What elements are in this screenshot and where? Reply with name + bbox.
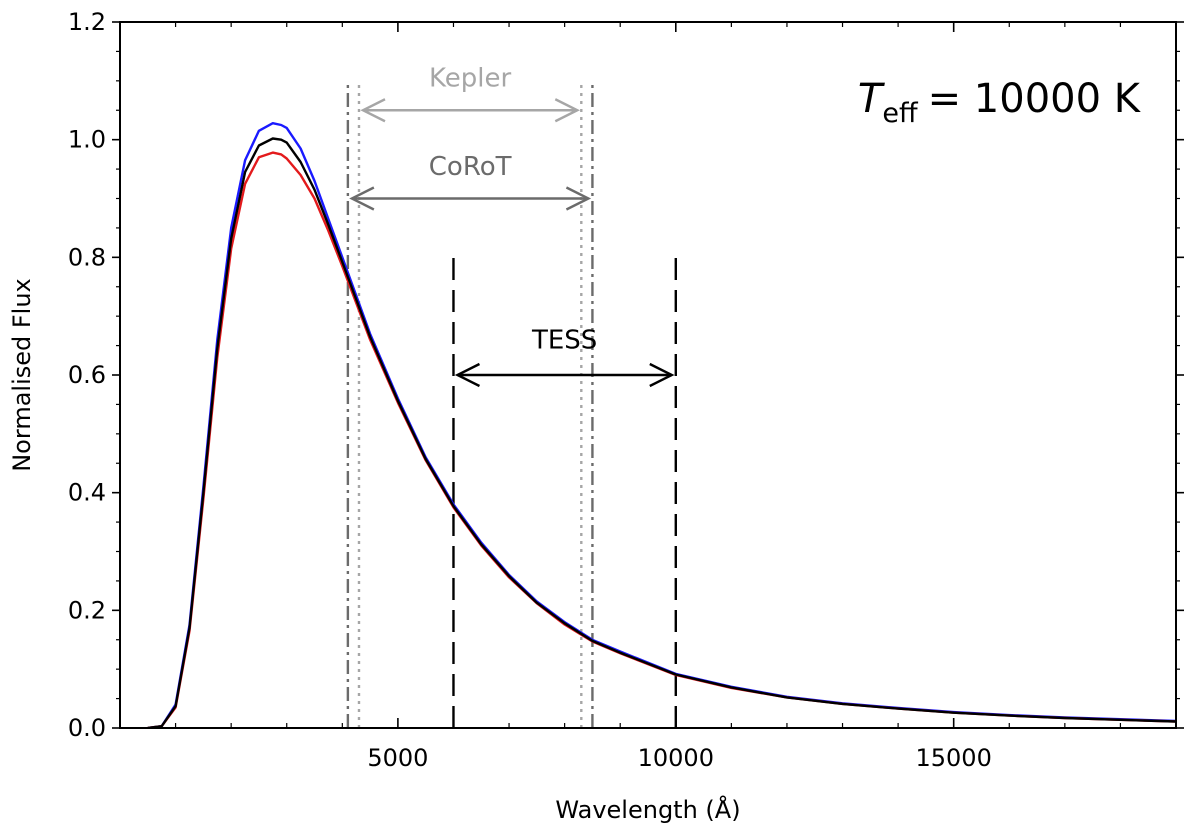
y-tick-label: 1.0 bbox=[68, 126, 106, 154]
tess-label: TESS bbox=[531, 326, 597, 356]
y-tick-label: 1.2 bbox=[68, 8, 106, 36]
x-tick-label: 5000 bbox=[367, 744, 428, 772]
tess-arrow-head-left bbox=[454, 362, 481, 388]
y-tick-label: 0.2 bbox=[68, 596, 106, 624]
red-model-curve bbox=[147, 151, 1176, 728]
series-layer bbox=[147, 121, 1176, 728]
temperature-annotation: Teff = 10000 K bbox=[858, 76, 1142, 129]
black-model-curve bbox=[147, 137, 1176, 728]
y-tick-label: 0.6 bbox=[68, 361, 106, 389]
tess-arrow-head-right bbox=[649, 362, 675, 388]
y-tick-label: 0.4 bbox=[68, 479, 106, 507]
x-tick-label: 15000 bbox=[916, 744, 992, 772]
passband-layer bbox=[346, 80, 677, 728]
corot-arrow-head-left bbox=[349, 186, 375, 211]
x-tick-label: 10000 bbox=[638, 744, 714, 772]
y-tick-label: 0.8 bbox=[68, 243, 106, 271]
y-tick-label: 0.0 bbox=[68, 714, 106, 742]
corot-arrow-head-right bbox=[565, 186, 592, 211]
blue-model-curve bbox=[147, 121, 1176, 728]
temperature-subscript: eff bbox=[882, 98, 919, 129]
y-axis-title: Normalised Flux bbox=[8, 278, 36, 472]
kepler-label: Kepler bbox=[429, 64, 511, 94]
temperature-value: = 10000 K bbox=[928, 76, 1142, 122]
corot-label: CoRoT bbox=[429, 152, 512, 182]
label-layer: 5000 10000 15000 0.0 0.2 0.4 0.6 0.8 1.0 1.2 Keple… bbox=[68, 8, 992, 772]
x-axis-title: Wavelength (Å) bbox=[555, 795, 740, 824]
temperature-symbol: T bbox=[858, 76, 886, 122]
kepler-arrow-head-left bbox=[360, 98, 386, 123]
plot-frame bbox=[119, 21, 1177, 729]
kepler-arrow-head-right bbox=[554, 98, 580, 123]
